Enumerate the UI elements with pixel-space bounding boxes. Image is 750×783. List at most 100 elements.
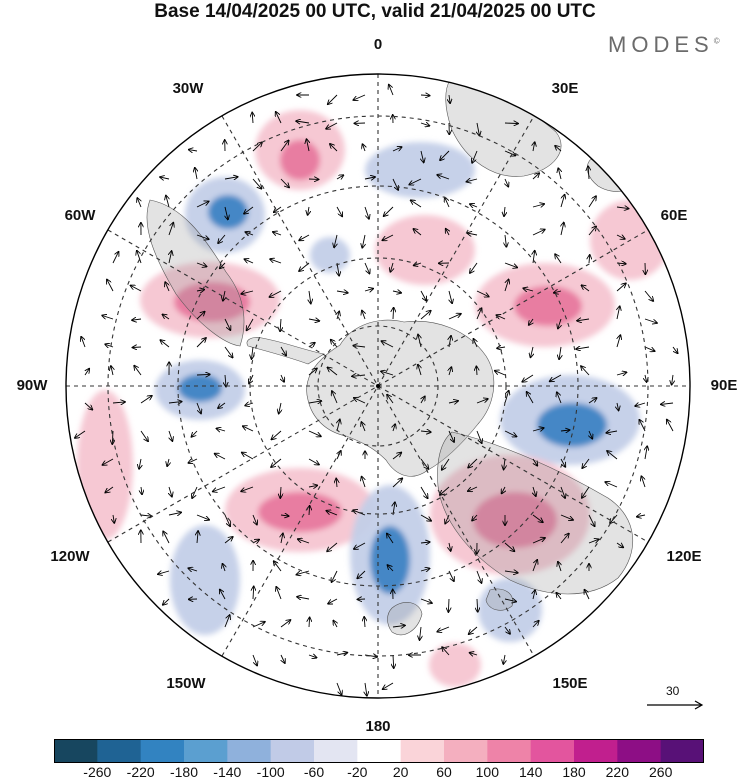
wind-vector xyxy=(533,251,535,264)
wind-vector xyxy=(163,315,170,320)
wind-vector xyxy=(470,262,478,273)
wind-vector xyxy=(334,234,337,247)
wind-vector xyxy=(223,290,225,301)
wind-vector xyxy=(270,259,282,264)
lon-label-120e: 120E xyxy=(666,548,702,565)
wind-vector xyxy=(617,335,620,348)
wind-vector xyxy=(137,198,141,208)
wind-vector xyxy=(588,398,597,404)
wind-vector xyxy=(244,206,254,214)
colorbar-swatch xyxy=(530,739,575,763)
wind-vector xyxy=(504,123,518,124)
wind-vector xyxy=(558,318,561,329)
wind-vector xyxy=(476,399,488,404)
wind-vector xyxy=(192,430,198,437)
wind-vector xyxy=(420,123,429,126)
lon-label-90e: 90E xyxy=(710,377,738,394)
wind-vector xyxy=(533,458,537,466)
wind-vector xyxy=(337,420,340,432)
wind-vector xyxy=(133,347,142,348)
wind-vector xyxy=(555,254,562,264)
colorbar-tick-label: -180 xyxy=(169,764,199,780)
wind-vector xyxy=(504,571,518,573)
wind-vector xyxy=(532,428,544,431)
lon-label-30e: 30E xyxy=(551,80,579,97)
wind-vector xyxy=(298,539,310,544)
latitude-ring xyxy=(107,115,649,657)
wind-vector xyxy=(158,571,170,574)
wind-vector xyxy=(504,458,505,469)
wind-vector xyxy=(308,485,317,487)
wind-vector xyxy=(561,223,564,236)
wind-vector xyxy=(140,396,152,404)
wind-vector xyxy=(504,206,505,216)
wind-vector xyxy=(496,315,506,319)
wind-vector xyxy=(672,374,673,385)
anomaly-area xyxy=(170,525,240,635)
land-masses xyxy=(146,79,641,636)
wind-vector xyxy=(112,430,113,444)
wind-vector xyxy=(446,229,449,236)
anomaly-area xyxy=(208,195,248,229)
wind-vector xyxy=(336,682,342,695)
colorbar-tick-label: -60 xyxy=(303,764,325,780)
wind-vector xyxy=(616,543,623,547)
wind-vector xyxy=(308,206,309,215)
wind-vector xyxy=(605,482,618,488)
anomaly-area xyxy=(478,578,542,642)
wind-vector xyxy=(218,234,226,243)
wind-vector xyxy=(160,340,170,348)
wind-vector xyxy=(188,568,198,571)
wind-vector xyxy=(336,175,343,179)
wind-vector xyxy=(477,598,478,612)
wind-vector xyxy=(582,486,590,498)
wind-vector xyxy=(276,112,282,124)
wind-vector xyxy=(589,430,592,439)
wind-vector xyxy=(297,570,310,575)
wind-vector xyxy=(558,168,561,180)
map-border xyxy=(65,73,691,699)
wind-vector xyxy=(476,366,477,376)
wind-vector xyxy=(141,486,142,494)
wind-vector xyxy=(387,534,394,544)
lon-label-60w: 60W xyxy=(64,207,96,224)
wind-vector xyxy=(393,308,394,320)
wind-vector xyxy=(270,290,282,297)
wind-vector xyxy=(213,486,226,492)
wind-vector xyxy=(280,486,281,498)
wind-vector xyxy=(364,206,369,219)
wind-vector xyxy=(445,198,450,208)
wind-vector xyxy=(644,346,655,351)
anomaly-area xyxy=(375,215,475,285)
anomaly-area xyxy=(370,526,410,594)
lon-label-30w: 30W xyxy=(172,80,204,97)
wind-vector xyxy=(383,682,394,689)
wind-vector xyxy=(365,682,367,696)
wind-vector xyxy=(361,422,365,432)
wind-vector xyxy=(637,515,646,517)
wind-vector xyxy=(420,458,428,469)
wind-vector xyxy=(330,144,338,152)
wind-vector xyxy=(606,431,618,433)
lon-label-150e: 150E xyxy=(552,675,588,692)
wind-vector xyxy=(163,531,170,544)
wind-vector xyxy=(252,178,262,189)
wind-vector xyxy=(497,347,506,348)
wind-vector xyxy=(140,430,148,441)
colorbar-tick-label: 140 xyxy=(519,764,543,780)
wind-vector xyxy=(297,597,310,599)
wind-vector xyxy=(196,374,210,375)
wind-vector xyxy=(280,141,289,152)
wind-vector xyxy=(307,139,310,152)
wind-vector xyxy=(411,200,422,208)
wind-vector xyxy=(326,122,338,129)
modes-logo: MODES© xyxy=(608,32,720,57)
wind-vector xyxy=(576,347,590,349)
wind-vector xyxy=(245,259,254,263)
colorbar-tick-label: -100 xyxy=(256,764,285,780)
colorbar-swatch xyxy=(617,739,662,763)
wind-vector xyxy=(559,346,561,359)
wind-vector xyxy=(532,560,537,572)
wind-vector xyxy=(280,346,286,356)
wind-vector xyxy=(392,478,402,488)
